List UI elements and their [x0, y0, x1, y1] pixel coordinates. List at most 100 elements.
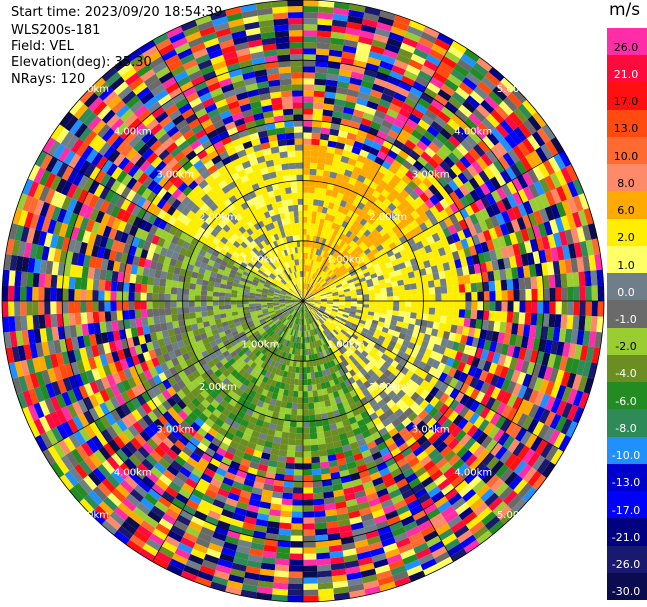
- radar-gate: [488, 425, 500, 439]
- radar-gate: [286, 305, 292, 309]
- radar-gate: [55, 178, 67, 194]
- radar-gate: [23, 242, 33, 258]
- radar-gate: [332, 229, 339, 237]
- radar-gate: [326, 526, 340, 535]
- radar-gate: [473, 328, 482, 339]
- radar-gate: [366, 100, 379, 110]
- radar-gate: [347, 247, 355, 255]
- radar-gate: [285, 303, 292, 306]
- radar-gate: [69, 264, 78, 278]
- radar-gate: [273, 479, 285, 487]
- radar-gate: [270, 323, 277, 330]
- radar-gate: [251, 430, 261, 439]
- radar-gate: [522, 171, 534, 187]
- radar-gate: [452, 131, 465, 144]
- radar-gate: [450, 268, 458, 278]
- radar-gate: [331, 574, 348, 583]
- radar-gate: [244, 328, 251, 335]
- radar-gate: [484, 95, 499, 110]
- radar-gate: [14, 361, 24, 378]
- radar-gate: [162, 410, 174, 422]
- radar-gate: [399, 295, 406, 301]
- radar-gate: [121, 379, 132, 392]
- radar-gate: [394, 325, 402, 333]
- radar-gate: [489, 412, 502, 426]
- radar-gate: [216, 520, 231, 530]
- radar-gate: [325, 152, 335, 160]
- radar-gate: [458, 372, 468, 383]
- radar-gate: [237, 290, 244, 295]
- radar-gate: [181, 482, 195, 494]
- radar-gate: [131, 397, 142, 410]
- radar-gate: [464, 192, 475, 205]
- radar-gate: [510, 163, 522, 178]
- radar-gate: [335, 92, 347, 101]
- radar-gate: [320, 338, 325, 345]
- radar-gate: [324, 91, 336, 99]
- radar-gate: [303, 96, 314, 103]
- radar-gate: [358, 322, 365, 328]
- radar-gate: [246, 276, 254, 282]
- radar-gate: [338, 161, 348, 170]
- radar-gate: [539, 408, 551, 424]
- radar-gate: [409, 86, 424, 98]
- radar-gate: [18, 209, 29, 227]
- radar-gate: [406, 329, 414, 337]
- radar-gate: [402, 254, 410, 263]
- radar-gate: [277, 314, 284, 319]
- radar-gate: [335, 315, 342, 321]
- radar-gate: [344, 273, 352, 280]
- radar-gate: [420, 558, 437, 571]
- radar-gate: [435, 164, 447, 177]
- radar-gate: [262, 376, 269, 384]
- radar-gate: [473, 445, 486, 459]
- radar-gate: [387, 301, 394, 306]
- radar-gate: [308, 192, 315, 200]
- radar-gate: [508, 475, 523, 491]
- radar-gate: [295, 324, 298, 331]
- radar-gate: [62, 288, 69, 301]
- radar-gate: [471, 254, 480, 265]
- radar-gate: [215, 273, 223, 280]
- radar-gate: [358, 353, 366, 361]
- radar-gate: [316, 230, 322, 237]
- radar-gate: [309, 317, 313, 324]
- radar-gate: [495, 212, 506, 226]
- radar-gate: [35, 244, 44, 260]
- radar-gate: [270, 503, 282, 511]
- radar-gate: [231, 307, 238, 313]
- radar-gate: [99, 415, 112, 429]
- radar-gate: [200, 389, 210, 399]
- radar-gate: [485, 205, 496, 218]
- radar-gate: [427, 280, 435, 288]
- radar-gate: [83, 410, 95, 425]
- radar-gate: [444, 450, 457, 463]
- radar-gate: [140, 343, 149, 354]
- radar-gate: [356, 337, 364, 344]
- radar-gate: [419, 424, 431, 436]
- radar-gate: [174, 439, 186, 451]
- radar-gate: [224, 329, 232, 336]
- radar-gate: [423, 87, 438, 99]
- radar-gate: [182, 294, 189, 301]
- radar-gate: [306, 271, 310, 278]
- radar-gate: [39, 328, 48, 343]
- radar-gate: [417, 231, 427, 241]
- radar-gate: [486, 131, 500, 146]
- radar-gate: [342, 283, 349, 288]
- radar-gate: [242, 577, 259, 587]
- radar-gate: [308, 247, 312, 254]
- radar-gate: [307, 204, 314, 212]
- radar-gate: [236, 294, 244, 298]
- radar-gate: [347, 435, 357, 445]
- radar-gate: [323, 430, 332, 438]
- radar-gate: [440, 144, 452, 157]
- radar-gate: [266, 526, 280, 535]
- radar-gate: [230, 369, 239, 378]
- radar-gate: [279, 302, 286, 305]
- radar-gate: [338, 130, 349, 139]
- radar-gate: [277, 455, 287, 463]
- radar-gate: [316, 163, 325, 171]
- radar-gate: [232, 455, 243, 464]
- radar-gate: [317, 276, 322, 283]
